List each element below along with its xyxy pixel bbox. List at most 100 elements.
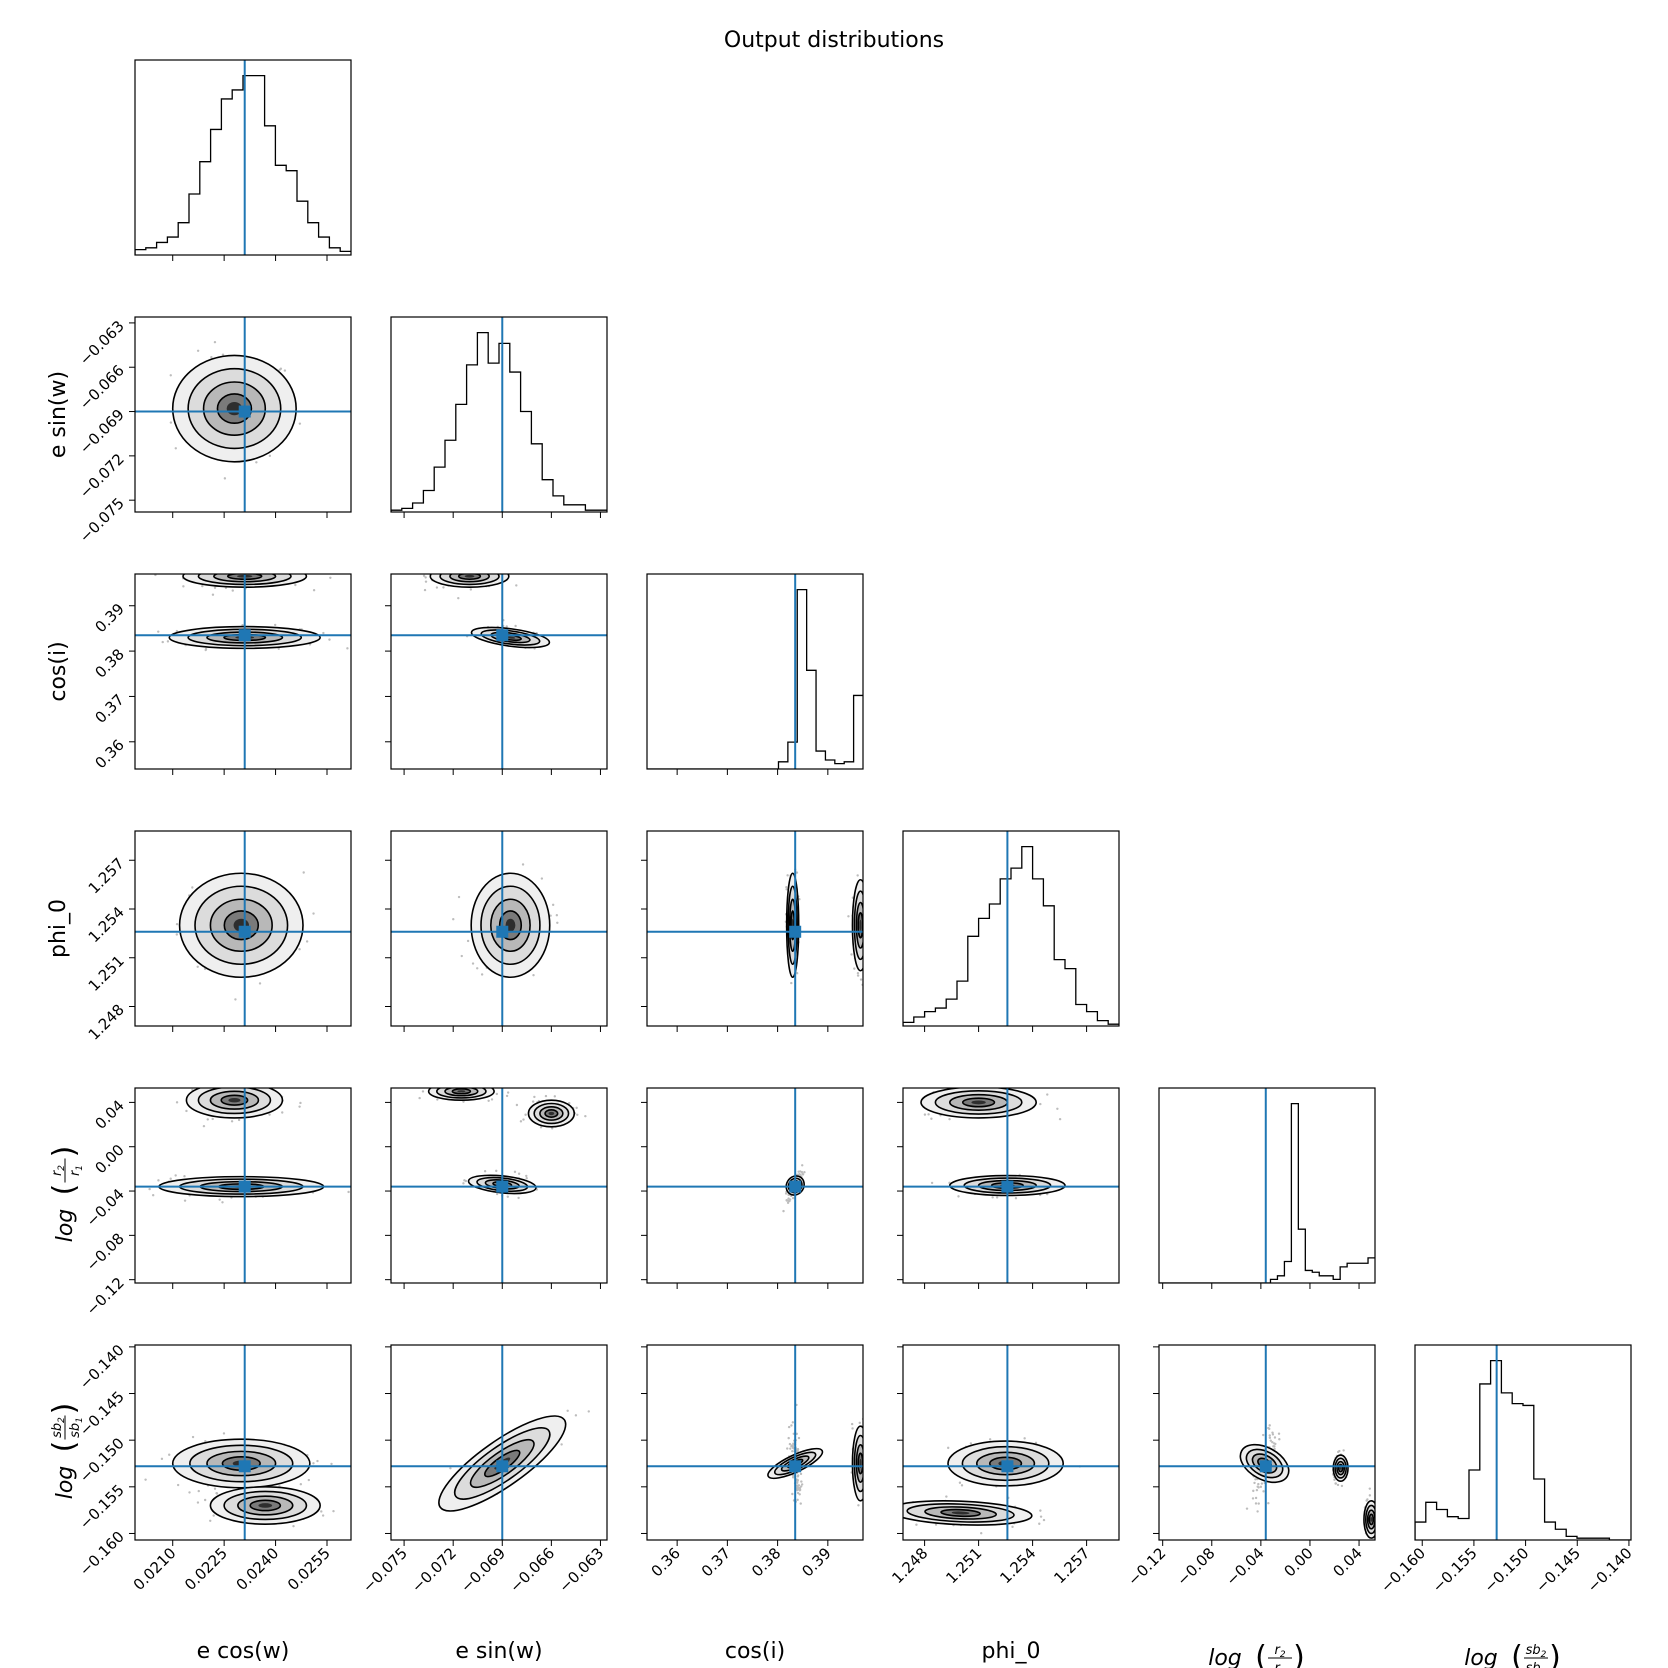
sample-point — [249, 566, 251, 568]
sample-point — [525, 1174, 528, 1178]
sample-point — [495, 1085, 497, 1087]
sample-point — [190, 568, 192, 570]
sample-point — [174, 1174, 177, 1177]
sample-point — [175, 1101, 179, 1104]
pair-panel-content — [135, 1345, 351, 1540]
sample-point — [450, 568, 452, 570]
sample-point — [302, 871, 305, 874]
pair-panel-content — [647, 1088, 863, 1283]
sample-point — [525, 1177, 528, 1180]
sample-point — [472, 1081, 474, 1083]
sample-point — [796, 1491, 800, 1495]
sample-point — [451, 1084, 453, 1086]
y-tick-label: −0.072 — [76, 450, 128, 502]
sample-point — [797, 1170, 800, 1173]
sample-point — [495, 1169, 498, 1173]
sample-point — [864, 1446, 866, 1448]
sample-point — [471, 569, 473, 571]
sample-point — [175, 922, 179, 926]
sample-point — [215, 1491, 218, 1495]
sample-point — [960, 1484, 964, 1487]
sample-point — [863, 1461, 865, 1463]
contour-line — [1332, 1454, 1349, 1483]
sample-point — [176, 1483, 180, 1487]
sample-point — [866, 917, 868, 919]
sample-point — [792, 1442, 795, 1445]
truth-marker — [238, 629, 251, 642]
pair-panel-content — [135, 565, 351, 769]
sample-point — [268, 454, 272, 458]
sample-point — [185, 1109, 188, 1113]
contour-line — [853, 1434, 863, 1493]
truth-marker — [238, 1180, 251, 1193]
density-level — [457, 1090, 466, 1093]
sample-point — [788, 1198, 792, 1201]
y-axis-label-func: log — [53, 1209, 78, 1243]
sample-point — [462, 1082, 464, 1084]
contour-line — [1366, 1509, 1375, 1530]
sample-point — [868, 946, 870, 948]
sample-point — [797, 1484, 801, 1487]
sample-point — [800, 1483, 804, 1486]
sample-point — [477, 567, 479, 569]
y-axis-label-lparen: ( — [47, 1441, 82, 1453]
sample-point — [224, 565, 226, 567]
x-axis-label: phi_0 — [981, 1639, 1040, 1664]
pair-panel-content — [647, 831, 870, 1026]
sample-point — [522, 1118, 525, 1121]
histogram-panel-frame — [902, 830, 1120, 1027]
pair-panel-frame — [390, 830, 608, 1027]
y-axis-label-den: r1 — [68, 1165, 85, 1176]
pair-panel-content — [903, 1345, 1119, 1540]
sample-point — [531, 1100, 535, 1103]
y-axis-label-text: e sin(w) — [46, 371, 71, 458]
x-axis-label-rparen: ) — [1293, 1640, 1305, 1668]
contour-line — [924, 1506, 998, 1520]
pair-panel-frame — [134, 830, 352, 1027]
sample-point — [584, 1114, 587, 1118]
x-tick-label: 0.37 — [698, 1544, 734, 1580]
sample-point — [506, 1195, 509, 1198]
sample-point — [479, 1084, 481, 1086]
truth-marker — [1259, 1460, 1272, 1473]
sample-point — [587, 1410, 590, 1413]
sample-point — [865, 1469, 867, 1471]
contour-line — [1239, 1443, 1290, 1484]
contour-line — [427, 1088, 495, 1101]
sample-point — [790, 981, 793, 985]
sample-point — [795, 972, 799, 975]
sample-point — [991, 1196, 994, 1199]
density-level — [258, 1503, 273, 1508]
sample-point — [866, 877, 868, 879]
contour-line — [216, 393, 253, 425]
contour-line — [539, 1106, 564, 1121]
sample-point — [472, 568, 474, 570]
sample-point — [232, 567, 234, 569]
sample-point — [859, 978, 863, 981]
contour-line — [855, 901, 863, 949]
sample-point — [915, 1523, 918, 1526]
sample-point — [1271, 1440, 1274, 1444]
x-tick-label: −0.140 — [1584, 1544, 1636, 1596]
y-tick-label: −0.140 — [76, 1341, 128, 1393]
sample-point — [791, 1450, 794, 1453]
sample-point — [800, 1480, 803, 1483]
density-level — [464, 574, 475, 578]
sample-point — [556, 921, 559, 924]
sample-point — [424, 576, 427, 579]
sample-point — [864, 1466, 866, 1468]
contour-line — [855, 1444, 863, 1483]
x-tick-label: −0.069 — [457, 1544, 509, 1596]
sample-point — [553, 1095, 557, 1098]
y-tick-label: −0.066 — [76, 361, 128, 413]
contour-line — [1334, 1457, 1347, 1479]
sample-point — [237, 570, 239, 572]
sample-point — [255, 461, 258, 464]
contour-line — [185, 1088, 284, 1119]
sample-point — [218, 1198, 221, 1201]
contour-line — [853, 890, 863, 961]
sample-point — [330, 1462, 333, 1466]
truth-marker — [789, 1460, 802, 1473]
contour-line — [438, 1415, 567, 1512]
